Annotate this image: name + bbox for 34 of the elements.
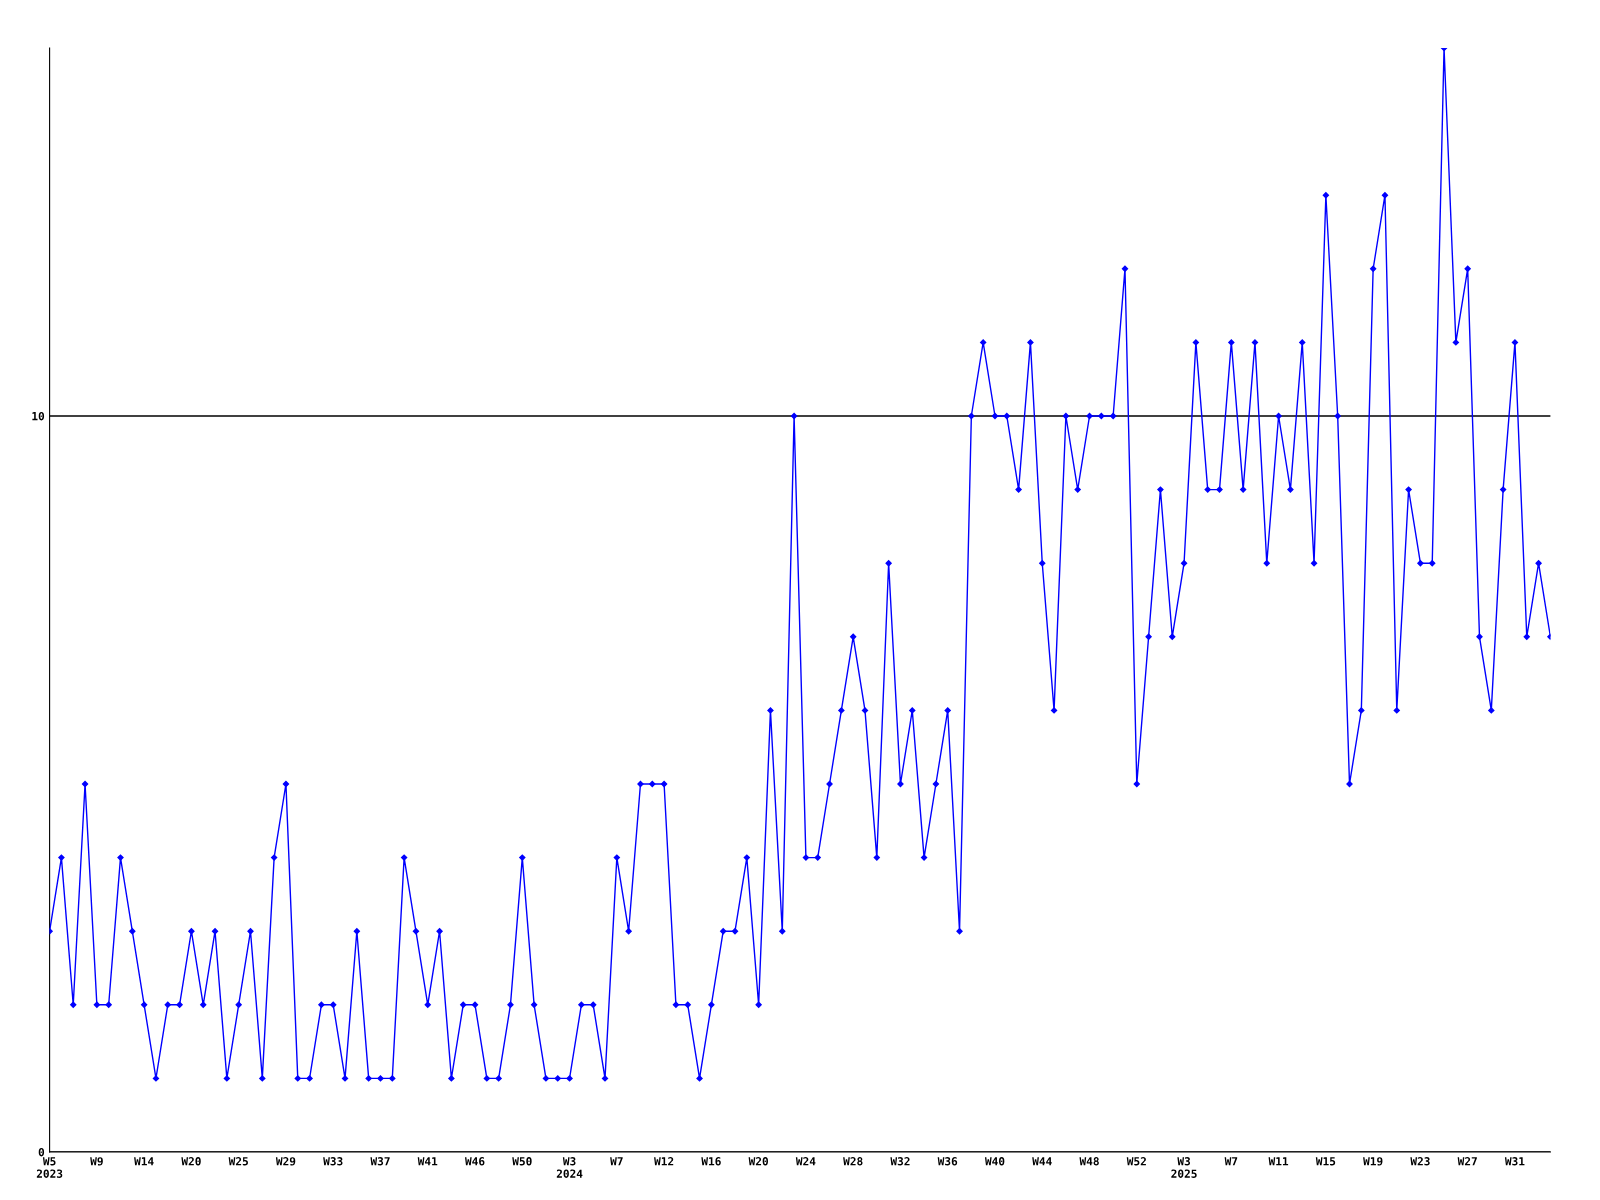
x-tick-label: W3 2025 [1171,1157,1197,1178]
x-tick-label: W20 [181,1157,201,1166]
x-tick-label: W14 [134,1157,154,1166]
y-tick-label: 0 [38,1147,45,1157]
x-tick-label: W19 [1363,1157,1383,1166]
x-tick-label: W23 [1410,1157,1430,1166]
x-tick-label: W36 [937,1157,958,1166]
x-tick-label: W33 [323,1157,343,1166]
x-tick-label: W37 [370,1157,390,1166]
x-tick-label: W50 [512,1157,532,1166]
x-tick-label: W31 [1504,1157,1525,1166]
y-tick-label: 10 [32,411,45,421]
x-tick-label: W20 [748,1157,769,1166]
x-tick-label: W25 [228,1157,248,1166]
x-tick-label: W9 [90,1157,103,1166]
x-tick-label: W7 [610,1157,623,1166]
x-tick-label: W32 [890,1157,910,1166]
x-tick-label: W12 [654,1157,674,1166]
x-tick-label: W48 [1079,1157,1099,1166]
x-tick-label: W7 [1224,1157,1238,1166]
x-tick-label: W44 [1032,1157,1052,1166]
x-tick-label: W52 [1126,1157,1146,1166]
x-tick-label: W28 [843,1157,863,1166]
x-tick-label: W15 [1315,1157,1336,1166]
x-tick-label: W41 [417,1157,438,1166]
x-tick-label: W27 [1457,1157,1477,1166]
x-tick-label: W5 2023 [36,1157,63,1178]
x-tick-label: W24 [795,1157,816,1166]
x-tick-label: W3 2024 [556,1157,583,1178]
x-tick-label: W11 [1268,1157,1289,1166]
x-tick-label: W46 [464,1157,485,1166]
x-tick-label: W16 [701,1157,721,1166]
x-tick-label: W40 [984,1157,1005,1166]
x-tick-label: W29 [275,1157,296,1166]
